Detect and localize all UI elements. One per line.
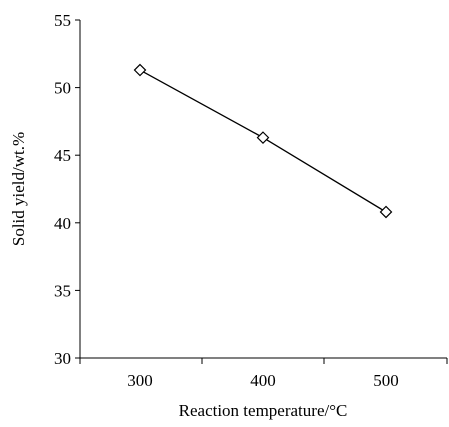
y-tick-label: 55 [54, 11, 71, 30]
y-tick-label: 30 [54, 349, 71, 368]
axes [79, 20, 447, 359]
data-point-marker [133, 63, 147, 77]
x-ticks: 300 400 500 [79, 358, 448, 390]
y-ticks: 30 35 40 45 50 55 [54, 11, 80, 368]
y-tick-label: 35 [54, 281, 71, 300]
x-tick-label: 300 [127, 371, 153, 390]
x-tick-label: 400 [250, 371, 276, 390]
data-point-marker [379, 205, 393, 219]
data-point-marker [256, 131, 270, 144]
series-group [133, 63, 393, 219]
y-tick-label: 50 [54, 79, 71, 98]
x-axis-title: Reaction temperature/°C [179, 401, 348, 420]
x-tick-label: 500 [373, 371, 399, 390]
y-axis-title: Solid yield/wt.% [9, 132, 28, 246]
y-tick-label: 40 [54, 214, 71, 233]
y-tick-label: 45 [54, 146, 71, 165]
